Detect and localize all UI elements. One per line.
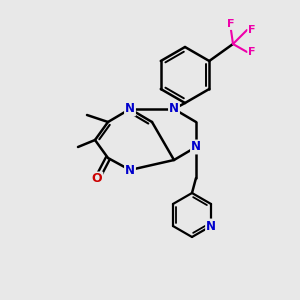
Text: N: N xyxy=(125,103,135,116)
Text: F: F xyxy=(227,19,235,29)
Text: N: N xyxy=(169,103,179,116)
Text: N: N xyxy=(125,164,135,176)
Text: F: F xyxy=(248,47,256,57)
Text: N: N xyxy=(191,140,201,154)
Text: F: F xyxy=(248,25,256,35)
Text: O: O xyxy=(92,172,102,185)
Text: N: N xyxy=(206,220,216,232)
